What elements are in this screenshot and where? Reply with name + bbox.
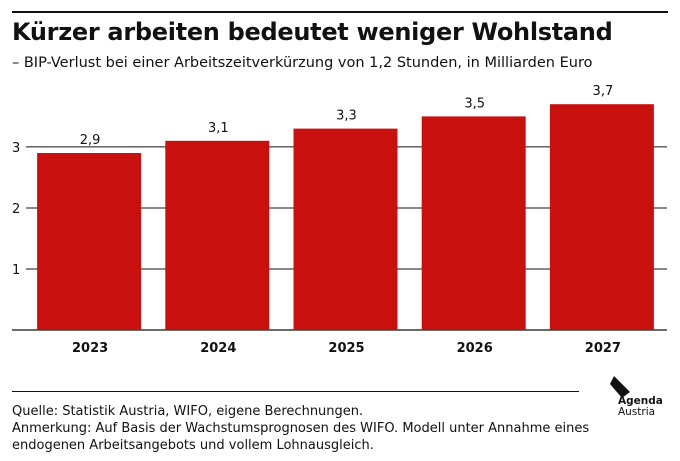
value-label-2026: 3,5: [464, 96, 485, 111]
footer: Quelle: Statistik Austria, WIFO, eigene …: [12, 403, 592, 454]
bar-2026: [421, 116, 526, 331]
source-text: Quelle: Statistik Austria, WIFO, eigene …: [12, 404, 364, 419]
bar-layer: [37, 104, 654, 331]
x-tick-label-2027: 2027: [585, 341, 621, 356]
value-label-2023: 2,9: [80, 133, 101, 148]
agenda-austria-logo-icon: [610, 376, 630, 398]
y-tick-label-2: 2: [12, 202, 20, 217]
chart-title: Kürzer arbeiten bedeutet weniger Wohlsta…: [12, 18, 613, 46]
y-tick-label-3: 3: [12, 141, 20, 156]
top-rule: [12, 11, 668, 13]
y-tick-label-1: 1: [12, 263, 20, 278]
value-label-2025: 3,3: [336, 109, 357, 124]
value-label-2027: 3,7: [593, 84, 614, 99]
bar-2024: [165, 140, 270, 330]
value-label-2024: 3,1: [208, 121, 229, 136]
bar-2027: [549, 104, 654, 330]
x-tick-label-2025: 2025: [328, 341, 364, 356]
chart-subtitle: – BIP-Verlust bei einer Arbeitszeitverkü…: [12, 55, 593, 71]
x-tick-label-2024: 2024: [200, 341, 236, 356]
agenda-austria-logo: Agenda Austria: [608, 376, 672, 418]
label-layer: 2,9 2023 3,1 2024 3,3 2025 3,5 2026 3,7 2027: [72, 84, 621, 356]
bar-2023: [37, 153, 142, 330]
logo-line-1: Agenda: [618, 395, 663, 407]
logo-line-2: Austria: [618, 406, 656, 418]
note-text: Anmerkung: Auf Basis der Wachstumsprogno…: [12, 421, 590, 453]
x-tick-label-2026: 2026: [457, 341, 493, 356]
bar-2025: [293, 128, 398, 330]
footer-rule: [12, 391, 579, 392]
x-tick-label-2023: 2023: [72, 341, 108, 356]
